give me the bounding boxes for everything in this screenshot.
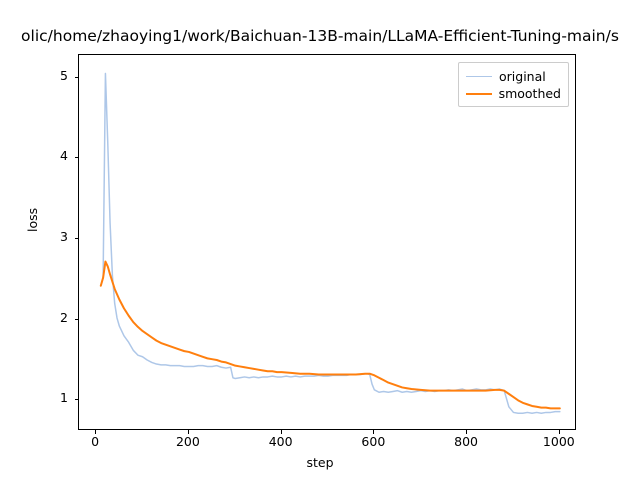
y-tick-mark	[74, 237, 78, 239]
series-line-original	[100, 72, 561, 414]
series-line-smoothed	[99, 260, 561, 410]
x-axis-label: step	[306, 455, 334, 470]
x-tick-mark	[373, 430, 375, 434]
legend-swatch-smoothed	[466, 92, 492, 95]
y-tick-label: 1	[60, 390, 68, 406]
x-tick-mark	[95, 430, 97, 434]
y-tick-label: 4	[60, 148, 68, 164]
legend-swatch-original	[466, 76, 492, 77]
x-tick-label: 0	[91, 434, 100, 449]
y-tick-mark	[74, 76, 78, 78]
plot-canvas	[99, 72, 561, 414]
y-tick-label: 2	[60, 309, 68, 325]
y-tick-mark	[74, 318, 78, 320]
y-tick-label: 3	[60, 228, 68, 244]
y-axis-label: loss	[25, 207, 40, 232]
legend-item-original: original	[466, 68, 561, 85]
x-tick-label: 200	[175, 434, 200, 449]
y-tick-label: 5	[60, 67, 68, 83]
legend-item-smoothed: smoothed	[466, 85, 561, 102]
x-tick-label: 1000	[542, 434, 575, 449]
x-tick-mark	[187, 430, 189, 434]
x-tick-mark	[558, 430, 560, 434]
legend-label-smoothed: smoothed	[498, 86, 561, 101]
x-tick-mark	[466, 430, 468, 434]
legend: original smoothed	[458, 62, 569, 107]
x-tick-label: 800	[454, 434, 479, 449]
x-tick-label: 400	[268, 434, 293, 449]
y-tick-mark	[74, 399, 78, 401]
plot-axes	[78, 54, 576, 430]
x-tick-mark	[280, 430, 282, 434]
y-tick-mark	[74, 157, 78, 159]
x-tick-label: 600	[361, 434, 386, 449]
figure-title: olic/home/zhaoying1/work/Baichuan-13B-ma…	[21, 27, 619, 45]
legend-label-original: original	[499, 69, 546, 84]
